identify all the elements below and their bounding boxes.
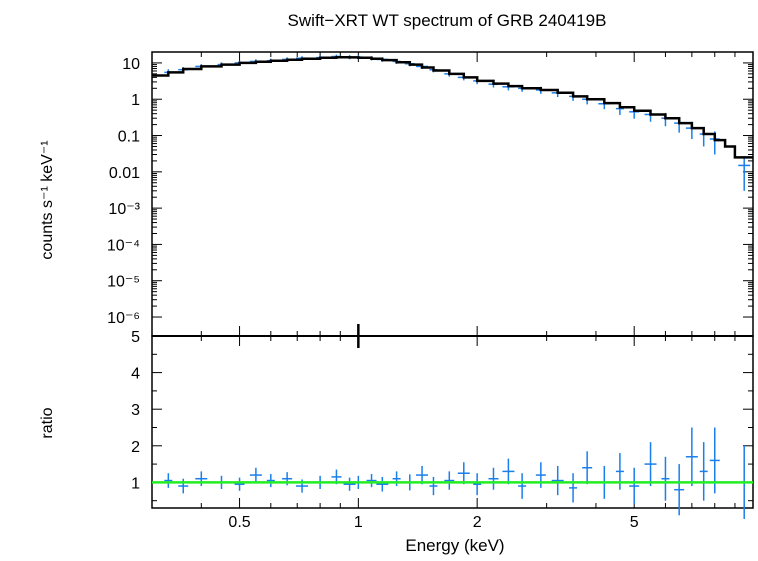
chart-title: Swift−XRT WT spectrum of GRB 240419B <box>288 11 607 30</box>
x-axis-label: Energy (keV) <box>405 536 504 555</box>
y-tick-label: 10⁻³ <box>108 201 140 218</box>
x-tick-label: 1 <box>354 514 363 531</box>
y-tick-label: 10⁻⁵ <box>107 274 140 291</box>
ratio-y-axis-label: ratio <box>39 407 56 438</box>
ratio-y-tick-label: 5 <box>131 329 140 346</box>
ratio-y-tick-label: 2 <box>131 439 140 456</box>
spectrum-y-axis-label: counts s⁻¹ keV⁻¹ <box>39 140 56 259</box>
ratio-y-tick-label: 4 <box>131 366 140 383</box>
model-step-line <box>152 56 753 159</box>
y-tick-label: 10⁻⁶ <box>107 310 140 327</box>
y-tick-label: 10 <box>122 56 140 73</box>
y-tick-label: 1 <box>131 92 140 109</box>
ratio-y-tick-label: 3 <box>131 402 140 419</box>
x-tick-label: 0.5 <box>228 514 250 531</box>
spectrum-panel-frame <box>151 51 754 337</box>
x-tick-label: 2 <box>473 514 482 531</box>
x-tick-label: 5 <box>630 514 639 531</box>
ratio-y-tick-label: 1 <box>131 475 140 492</box>
y-tick-label: 0.1 <box>118 129 140 146</box>
y-tick-label: 10⁻⁴ <box>107 237 140 254</box>
plot-layer: 0.5 1 2 5 10 1 0.1 0.01 10⁻³ 10⁻⁴ 10⁻⁵ 10⁻⁶ 1 2 3 4 5 <box>107 51 754 531</box>
y-tick-label: 0.01 <box>109 165 140 182</box>
